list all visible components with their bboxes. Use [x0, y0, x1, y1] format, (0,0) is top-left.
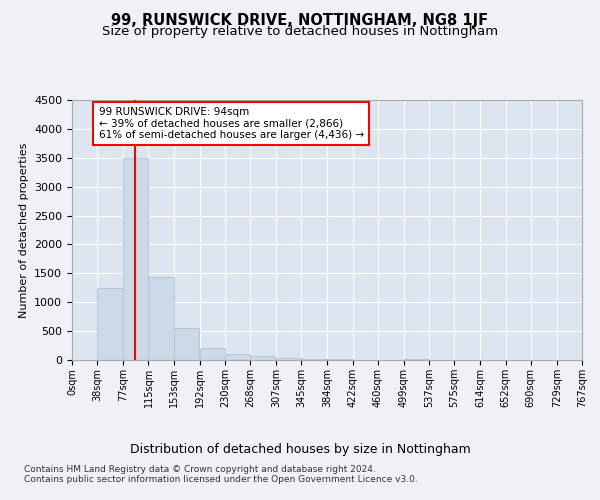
Bar [404, 359, 429, 360]
Text: Distribution of detached houses by size in Nottingham: Distribution of detached houses by size … [130, 442, 470, 456]
Bar [250, 356, 275, 360]
Bar [225, 354, 250, 360]
Text: 99, RUNSWICK DRIVE, NOTTINGHAM, NG8 1JF: 99, RUNSWICK DRIVE, NOTTINGHAM, NG8 1JF [112, 12, 488, 28]
Text: Contains HM Land Registry data © Crown copyright and database right 2024.
Contai: Contains HM Land Registry data © Crown c… [24, 465, 418, 484]
Text: Size of property relative to detached houses in Nottingham: Size of property relative to detached ho… [102, 25, 498, 38]
Bar [123, 158, 148, 360]
Y-axis label: Number of detached properties: Number of detached properties [19, 142, 29, 318]
Bar [148, 278, 174, 360]
Bar [97, 288, 122, 360]
Bar [301, 358, 326, 360]
Text: 99 RUNSWICK DRIVE: 94sqm
← 39% of detached houses are smaller (2,866)
61% of sem: 99 RUNSWICK DRIVE: 94sqm ← 39% of detach… [98, 107, 364, 140]
Bar [174, 328, 199, 360]
Bar [276, 358, 301, 360]
Bar [200, 348, 225, 360]
